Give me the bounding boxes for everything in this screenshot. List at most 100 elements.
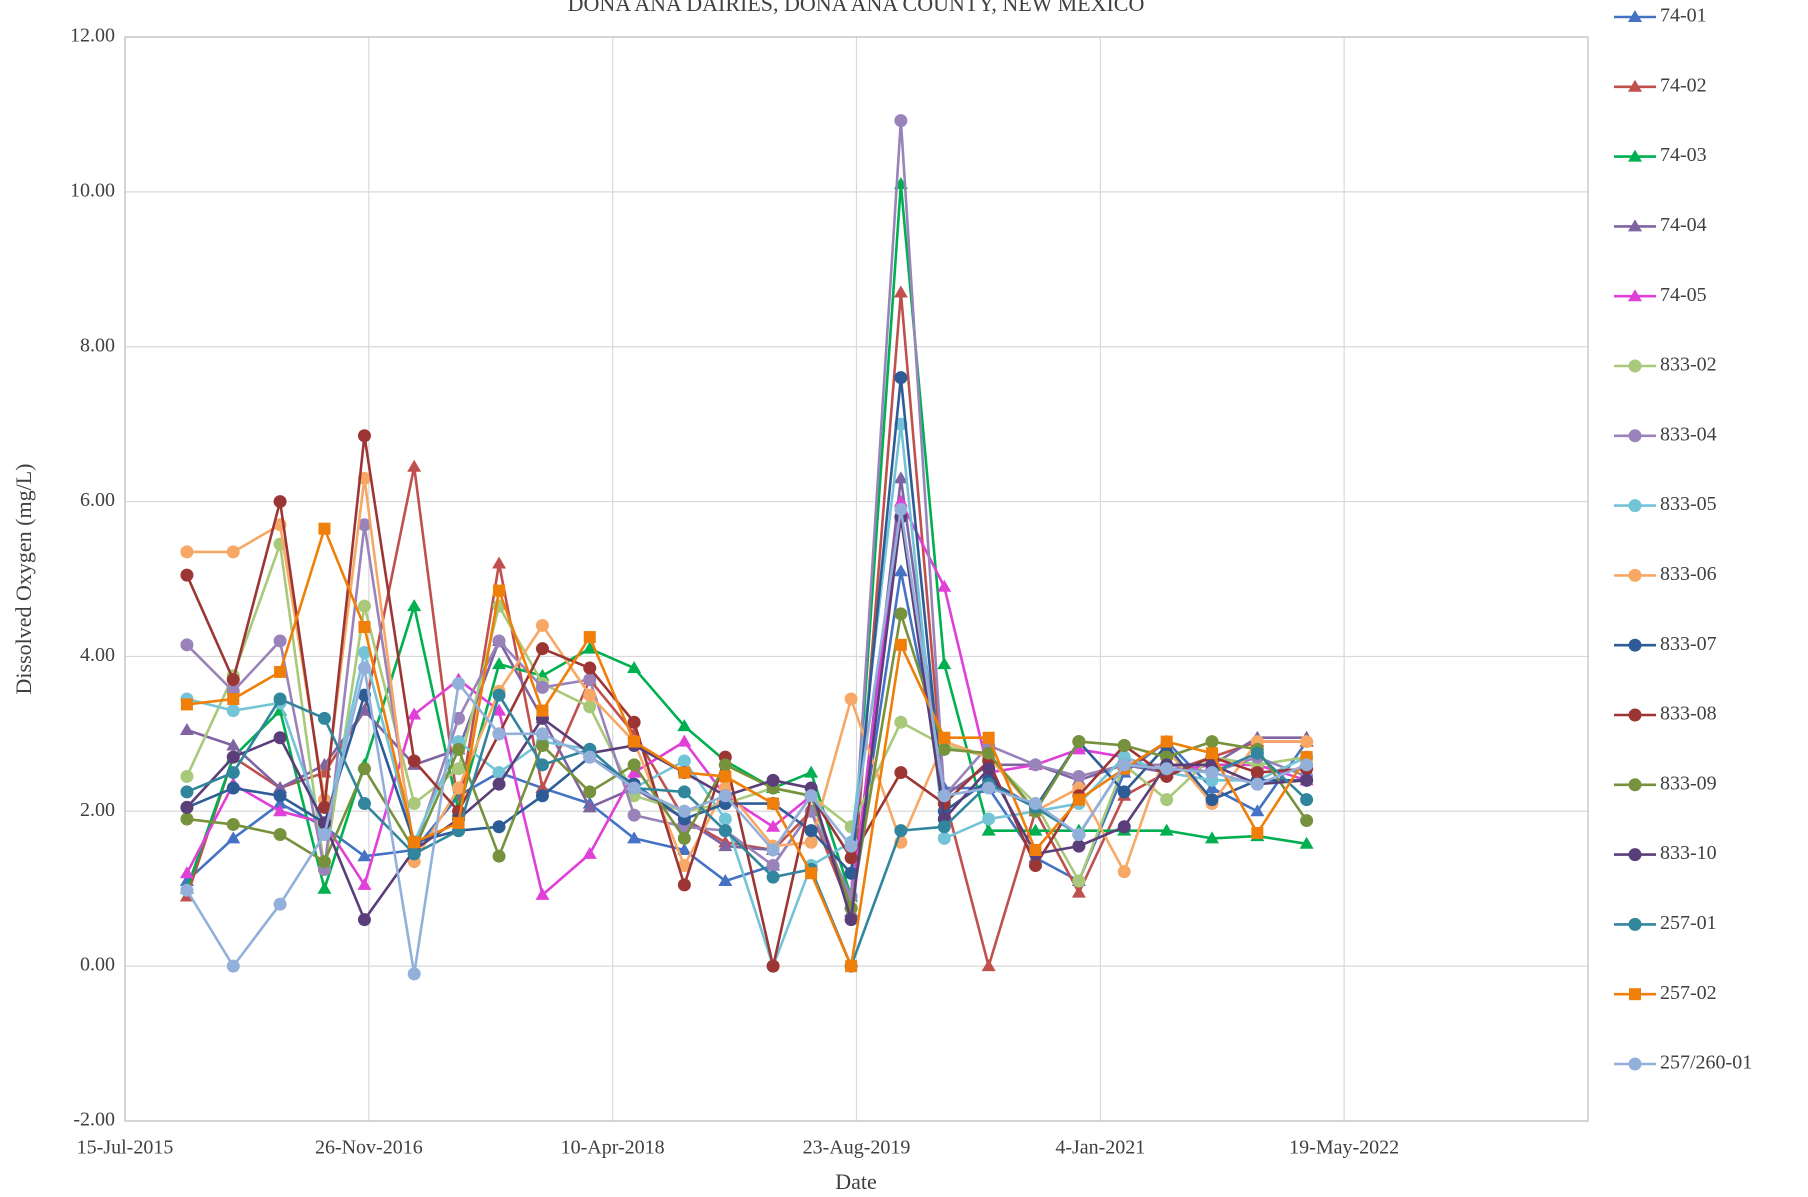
x-tick-label: 19-May-2022 [1289, 1137, 1399, 1159]
marker [677, 734, 692, 747]
marker [894, 607, 908, 621]
marker [407, 459, 422, 472]
marker [1250, 746, 1264, 760]
marker [1205, 831, 1220, 844]
marker [179, 866, 194, 879]
series [180, 471, 1314, 879]
marker [1300, 758, 1314, 772]
marker [452, 781, 466, 795]
marker [535, 781, 550, 794]
marker [226, 545, 240, 559]
marker [583, 785, 597, 799]
legend-marker [1628, 10, 1642, 22]
series-line [186, 376, 1307, 875]
legend-label: 833-09 [1660, 772, 1717, 794]
marker [273, 495, 287, 509]
legend-label: 257-01 [1660, 912, 1717, 934]
marker [677, 858, 691, 872]
marker [492, 727, 506, 741]
marker [894, 371, 908, 385]
marker [718, 812, 732, 826]
marker [767, 797, 780, 810]
legend-label: 833-10 [1660, 842, 1717, 864]
y-tick-label: 2.00 [80, 799, 115, 821]
marker [226, 781, 240, 795]
marker [894, 502, 908, 516]
marker [677, 804, 691, 818]
marker [1117, 738, 1131, 752]
marker [317, 881, 332, 894]
marker [1160, 735, 1173, 748]
series-line [185, 508, 1308, 976]
marker [1028, 858, 1042, 872]
legend-label: 74-03 [1660, 144, 1707, 166]
x-tick-label: 23-Aug-2019 [803, 1137, 911, 1159]
legend-label: 833-07 [1660, 633, 1717, 655]
marker [893, 471, 908, 484]
legend-label: 833-05 [1660, 493, 1717, 515]
marker [492, 556, 507, 569]
marker [536, 704, 549, 717]
series [180, 607, 1314, 915]
marker [452, 711, 466, 725]
marker [582, 846, 597, 859]
marker [357, 599, 371, 613]
marker [677, 878, 691, 892]
marker [535, 738, 549, 752]
marker [357, 429, 371, 443]
marker [1205, 766, 1219, 780]
marker [1250, 766, 1264, 780]
y-tick-label: 10.00 [70, 179, 115, 201]
legend-marker [1628, 149, 1642, 162]
y-tick-label: 12.00 [70, 25, 115, 47]
marker [1205, 793, 1219, 807]
series [180, 522, 1313, 973]
marker [357, 661, 371, 675]
legend-marker [1628, 917, 1642, 931]
marker [273, 789, 287, 803]
marker [1251, 826, 1264, 839]
marker [583, 661, 597, 675]
marker [844, 839, 858, 853]
series [179, 177, 1314, 902]
marker [937, 820, 951, 834]
marker [407, 599, 422, 612]
marker [357, 797, 371, 811]
legend-marker [1628, 848, 1642, 862]
x-axis-label: Date [835, 1169, 877, 1194]
legend-label: 833-08 [1660, 703, 1717, 725]
marker [938, 731, 951, 744]
marker [844, 851, 858, 865]
marker [1160, 762, 1174, 776]
marker [226, 704, 240, 718]
marker [583, 688, 597, 702]
marker [226, 831, 241, 844]
marker [937, 789, 951, 803]
marker [937, 831, 951, 845]
marker [766, 773, 780, 787]
marker [357, 518, 371, 532]
marker [274, 665, 287, 678]
marker [718, 789, 732, 803]
marker [583, 750, 597, 764]
series [180, 502, 1314, 981]
marker [407, 707, 422, 720]
legend-marker [1629, 988, 1641, 1001]
marker [844, 866, 858, 880]
legend-marker [1628, 359, 1642, 373]
legend-marker [1628, 499, 1642, 513]
marker [318, 522, 331, 535]
marker [628, 735, 641, 748]
marker [982, 812, 996, 826]
y-tick-label: -2.00 [73, 1109, 115, 1131]
marker [1159, 823, 1174, 836]
marker [627, 765, 642, 778]
marker [317, 828, 331, 842]
series-line [185, 515, 1307, 921]
marker [1117, 865, 1131, 879]
marker [226, 766, 240, 780]
legend-label: 833-06 [1660, 563, 1717, 585]
marker [766, 819, 781, 832]
marker [1117, 820, 1131, 834]
marker [1072, 793, 1085, 806]
